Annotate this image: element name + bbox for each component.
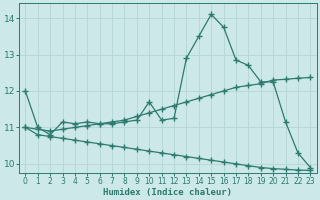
X-axis label: Humidex (Indice chaleur): Humidex (Indice chaleur) xyxy=(103,188,232,197)
